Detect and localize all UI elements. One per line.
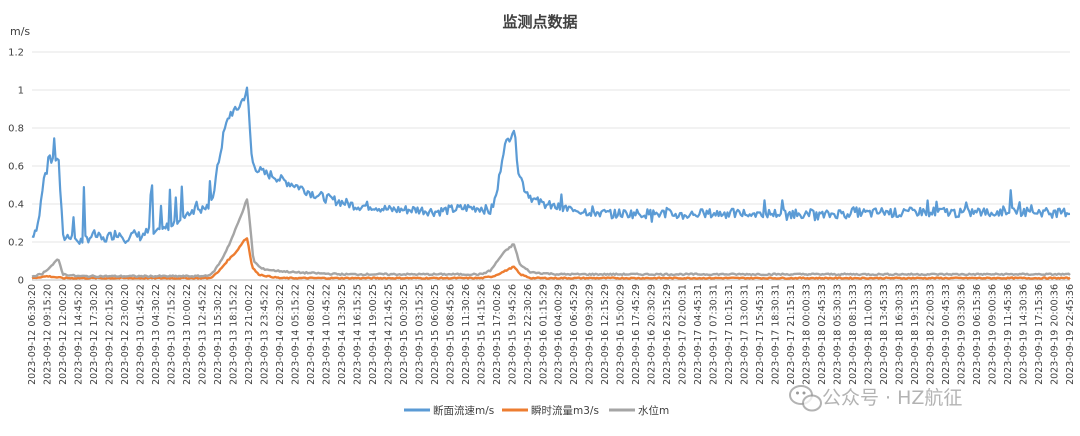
x-tick-label: 2023-09-17 13:00:31: [740, 284, 751, 385]
x-tick-label: 2023-09-16 20:30:29: [647, 284, 658, 385]
y-tick-label: 1.2: [8, 48, 24, 59]
x-tick-label: 2023-09-14 19:00:25: [368, 284, 379, 385]
x-tick-label: 2023-09-15 17:00:26: [492, 284, 503, 385]
x-tick-label: 2023-09-19 22:45:36: [1065, 284, 1076, 385]
x-tick-label: 2023-09-19 11:45:36: [1003, 284, 1014, 385]
x-tick-label: 2023-09-18 22:00:33: [926, 284, 937, 385]
x-tick-label: 2023-09-19 09:00:36: [988, 284, 999, 385]
series-line: [31, 86, 1071, 245]
x-tick-label: 2023-09-19 06:15:36: [972, 284, 983, 385]
series-lines: [31, 86, 1071, 280]
x-tick-label: 2023-09-18 19:15:33: [910, 284, 921, 385]
x-tick-label: 2023-09-17 15:45:31: [755, 284, 766, 385]
y-tick-label: 0.2: [8, 238, 24, 249]
x-tick-label: 2023-09-13 12:45:22: [197, 284, 208, 385]
legend-label: 水位m: [638, 404, 669, 417]
x-tick-label: 2023-09-15 14:15:26: [476, 284, 487, 385]
gridlines: [32, 51, 1070, 281]
watermark-text: 公众号 · HZ航征: [822, 387, 962, 409]
series-line: [31, 198, 1071, 279]
x-tick-label: 2023-09-15 11:30:26: [461, 284, 472, 385]
x-tick-label: 2023-09-18 11:00:33: [864, 284, 875, 385]
x-tick-label: 2023-09-13 21:00:22: [244, 284, 255, 385]
x-tick-label: 2023-09-13 18:15:22: [228, 284, 239, 385]
x-tick-label: 2023-09-16 04:00:29: [554, 284, 565, 385]
y-tick-label: 0.8: [8, 124, 24, 135]
x-tick-label: 2023-09-14 21:45:25: [383, 284, 394, 385]
x-tick-label: 2023-09-13 07:15:22: [166, 284, 177, 385]
x-tick-label: 2023-09-13 23:45:22: [259, 284, 270, 385]
x-tick-label: 2023-09-18 16:30:33: [895, 284, 906, 385]
series-line: [31, 237, 1071, 280]
x-tick-label: 2023-09-16 17:45:29: [631, 284, 642, 385]
x-tick-label: 2023-09-16 12:15:29: [600, 284, 611, 385]
x-tick-label: 2023-09-14 10:45:22: [321, 284, 332, 385]
x-tick-label: 2023-09-18 13:45:33: [879, 284, 890, 385]
x-tick-label: 2023-09-17 04:45:31: [693, 284, 704, 385]
x-tick-label: 2023-09-17 10:15:31: [724, 284, 735, 385]
x-tick-label: 2023-09-17 07:30:31: [709, 284, 720, 385]
x-tick-label: 2023-09-18 02:45:33: [817, 284, 828, 385]
x-tick-label: 2023-09-12 23:00:20: [120, 284, 131, 385]
x-tick-label: 2023-09-16 09:30:29: [585, 284, 596, 385]
x-tick-label: 2023-09-15 00:30:25: [399, 284, 410, 385]
wechat-icon: [789, 385, 822, 412]
x-tick-label: 2023-09-19 00:45:33: [941, 284, 952, 385]
x-tick-label: 2023-09-19 14:30:36: [1019, 284, 1030, 385]
x-tick-label: 2023-09-15 19:45:26: [507, 284, 518, 385]
x-tick-label: 2023-09-14 08:00:22: [306, 284, 317, 385]
x-tick-label: 2023-09-12 09:15:20: [42, 284, 53, 385]
watermark: 公众号 · HZ航征: [789, 385, 962, 412]
x-tick-label: 2023-09-14 05:15:22: [290, 284, 301, 385]
x-tick-label: 2023-09-15 03:15:25: [414, 284, 425, 385]
x-tick-label: 2023-09-18 05:30:33: [833, 284, 844, 385]
x-tick-label: 2023-09-15 22:30:26: [523, 284, 534, 385]
x-tick-label: 2023-09-12 14:45:20: [73, 284, 84, 385]
x-tick-label: 2023-09-15 06:00:25: [430, 284, 441, 385]
x-tick-label: 2023-09-14 02:30:22: [275, 284, 286, 385]
x-tick-label: 2023-09-12 06:30:20: [27, 284, 38, 385]
y-axis-unit: m/s: [10, 25, 30, 38]
chart-title: 监测点数据: [502, 13, 577, 31]
x-tick-label: 2023-09-12 12:00:20: [58, 284, 69, 385]
x-tick-label: 2023-09-19 17:15:36: [1034, 284, 1045, 385]
legend-label: 断面流速m/s: [433, 404, 494, 417]
x-tick-label: 2023-09-17 18:30:31: [771, 284, 782, 385]
x-tick-label: 2023-09-19 03:30:36: [957, 284, 968, 385]
x-tick-label: 2023-09-12 20:15:20: [104, 284, 115, 385]
x-tick-label: 2023-09-16 01:15:29: [538, 284, 549, 385]
x-tick-label: 2023-09-14 13:30:25: [337, 284, 348, 385]
x-axis-ticks: 2023-09-12 06:30:20 2023-09-12 09:15:20 20…: [27, 284, 1076, 385]
x-tick-label: 2023-09-13 04:30:22: [151, 284, 162, 385]
x-tick-label: 2023-09-13 01:45:22: [135, 284, 146, 385]
x-tick-label: 2023-09-16 15:00:29: [616, 284, 627, 385]
x-tick-label: 2023-09-13 10:00:22: [182, 284, 193, 385]
y-tick-label: 1: [18, 86, 24, 97]
x-tick-label: 2023-09-16 23:15:29: [662, 284, 673, 385]
x-tick-label: 2023-09-13 15:30:22: [213, 284, 224, 385]
y-tick-label: 0: [18, 276, 24, 287]
y-tick-label: 0.4: [8, 200, 24, 211]
legend: 断面流速m/s 瞬时流量m3/s 水位m: [404, 404, 669, 417]
y-axis-ticks: 0 0.2 0.4 0.6 0.8 1 1.2: [8, 48, 24, 287]
y-tick-label: 0.6: [8, 162, 24, 173]
x-tick-label: 2023-09-16 06:45:29: [569, 284, 580, 385]
x-tick-label: 2023-09-19 20:00:36: [1050, 284, 1061, 385]
x-tick-label: 2023-09-17 21:15:31: [786, 284, 797, 385]
x-tick-label: 2023-09-14 16:15:25: [352, 284, 363, 385]
x-tick-label: 2023-09-15 08:45:26: [445, 284, 456, 385]
x-tick-label: 2023-09-18 08:15:33: [848, 284, 859, 385]
x-tick-label: 2023-09-18 00:00:33: [802, 284, 813, 385]
x-tick-label: 2023-09-17 02:00:31: [678, 284, 689, 385]
legend-label: 瞬时流量m3/s: [531, 404, 599, 417]
x-tick-label: 2023-09-12 17:30:20: [89, 284, 100, 385]
